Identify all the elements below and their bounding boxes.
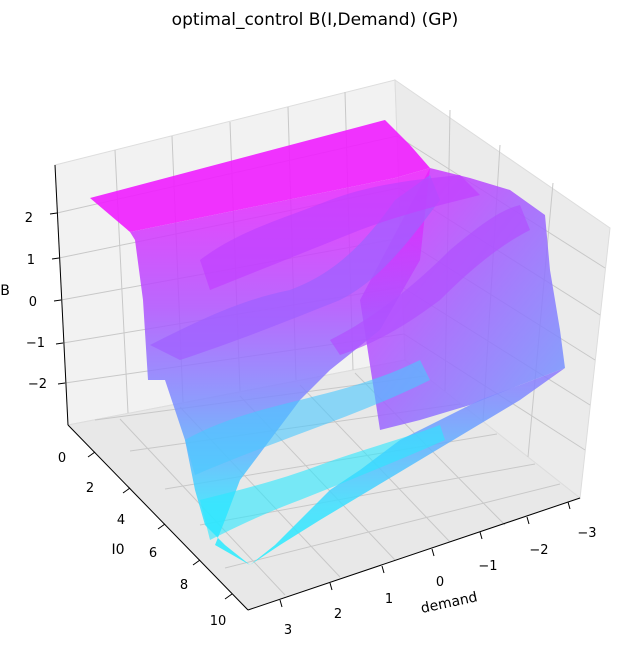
z-tick-label: −1: [26, 336, 45, 351]
y-tick-label: 6: [149, 546, 157, 561]
z-axis: 2 1 0 −1 −2 B: [0, 164, 69, 426]
x-tick-label: 1: [385, 592, 393, 607]
y-tick-label: 0: [58, 451, 66, 466]
surface: [90, 120, 565, 565]
surface-lower-trough: [185, 360, 430, 475]
x-axis-label: demand: [419, 589, 479, 617]
y-axis-label: I0: [111, 542, 124, 558]
z-tick-label: 0: [29, 295, 37, 310]
x-tick-label: 0: [436, 575, 444, 590]
y-axis: 0 2 4 6 8 10 I0: [58, 424, 249, 629]
surface-ridge-2: [200, 175, 480, 290]
surface-ridge-3: [330, 205, 530, 355]
y-tick-label: 10: [210, 614, 227, 629]
surface-ridge-1: [150, 175, 440, 360]
x-tick-label: 2: [334, 607, 342, 622]
z-tick-label: −2: [28, 377, 47, 392]
z-tick-label: 2: [25, 211, 33, 226]
surface-bottom-edge: [200, 425, 445, 540]
x-tick-label: −3: [577, 526, 596, 541]
x-tick-label: −2: [529, 543, 548, 558]
chart-title: optimal_control B(I,Demand) (GP): [172, 10, 459, 30]
x-tick-label: 3: [284, 623, 292, 638]
z-tick-label: 1: [27, 253, 35, 268]
y-tick-label: 4: [117, 513, 125, 528]
y-tick-label: 2: [86, 481, 94, 496]
x-tick-label: −1: [478, 559, 497, 574]
surface-back-shelf: [90, 120, 430, 232]
y-tick-label: 8: [180, 578, 188, 593]
z-axis-label: B: [0, 283, 10, 299]
